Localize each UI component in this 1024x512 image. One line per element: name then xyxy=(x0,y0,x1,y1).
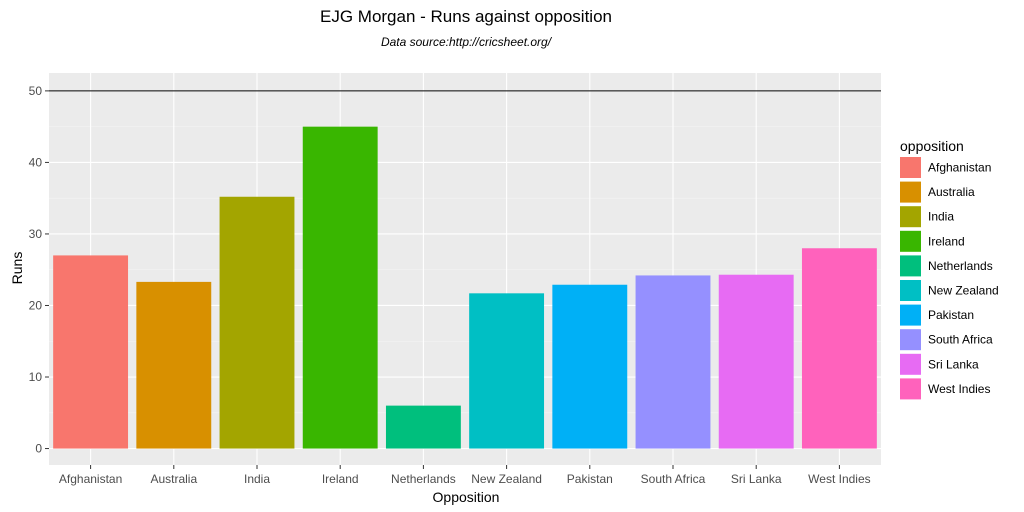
legend-label: Ireland xyxy=(928,234,965,248)
legend-label: India xyxy=(928,210,954,224)
y-tick-label: 40 xyxy=(29,155,43,169)
legend-swatch xyxy=(900,304,921,326)
x-tick-label: West Indies xyxy=(808,472,870,486)
y-tick-label: 0 xyxy=(35,442,42,456)
x-tick-label: Netherlands xyxy=(391,472,456,486)
y-tick-label: 20 xyxy=(29,298,43,312)
legend-swatch xyxy=(900,157,921,178)
x-tick-label: Pakistan xyxy=(567,472,613,486)
x-tick-label: India xyxy=(244,472,270,486)
legend-swatch xyxy=(900,280,921,301)
bar-australia xyxy=(136,281,212,449)
legend-swatch xyxy=(900,255,921,277)
y-axis-title: Runs xyxy=(9,252,25,285)
bars xyxy=(53,126,877,449)
legend-swatch xyxy=(900,353,921,375)
bar-sri-lanka xyxy=(718,274,794,449)
x-tick-label: New Zealand xyxy=(471,472,542,486)
bar-south-africa xyxy=(635,275,711,449)
bar-new-zealand xyxy=(469,293,545,449)
x-tick-label: South Africa xyxy=(641,472,706,486)
chart-title: EJG Morgan - Runs against opposition xyxy=(320,7,612,26)
chart-subtitle: Data source:http://cricsheet.org/ xyxy=(381,35,553,49)
legend-swatch xyxy=(900,329,921,351)
x-tick-label: Australia xyxy=(150,472,197,486)
legend-label: South Africa xyxy=(928,333,993,347)
bar-afghanistan xyxy=(53,255,129,449)
x-tick-label: Afghanistan xyxy=(59,472,122,486)
legend-swatch xyxy=(900,230,921,252)
y-tick-label: 10 xyxy=(29,370,43,384)
bar-netherlands xyxy=(385,405,461,449)
legend-label: Afghanistan xyxy=(928,161,991,175)
legend-swatch xyxy=(900,206,921,228)
bar-india xyxy=(219,196,295,449)
legend-label: Sri Lanka xyxy=(928,357,979,371)
legend-title: opposition xyxy=(900,138,964,154)
legend-label: Australia xyxy=(928,185,975,199)
legend-swatch xyxy=(900,181,921,203)
x-tick-label: Sri Lanka xyxy=(731,472,782,486)
bar-pakistan xyxy=(552,284,628,449)
legend-label: Pakistan xyxy=(928,308,974,322)
y-tick-label: 50 xyxy=(29,84,43,98)
legend-swatch xyxy=(900,378,921,400)
y-axis: 0 10 20 30 40 50 xyxy=(29,84,49,456)
legend-label: New Zealand xyxy=(928,284,999,298)
x-axis-title: Opposition xyxy=(433,489,500,505)
legend: Afghanistan Australia India Ireland Netherla… xyxy=(900,157,999,400)
bar-ireland xyxy=(302,126,378,449)
y-tick-label: 30 xyxy=(29,227,43,241)
legend-label: West Indies xyxy=(928,382,990,396)
legend-label: Netherlands xyxy=(928,259,993,273)
bar-west-indies xyxy=(801,248,877,449)
x-axis: Afghanistan Australia India Ireland Netherla… xyxy=(59,465,871,486)
x-tick-label: Ireland xyxy=(322,472,359,486)
